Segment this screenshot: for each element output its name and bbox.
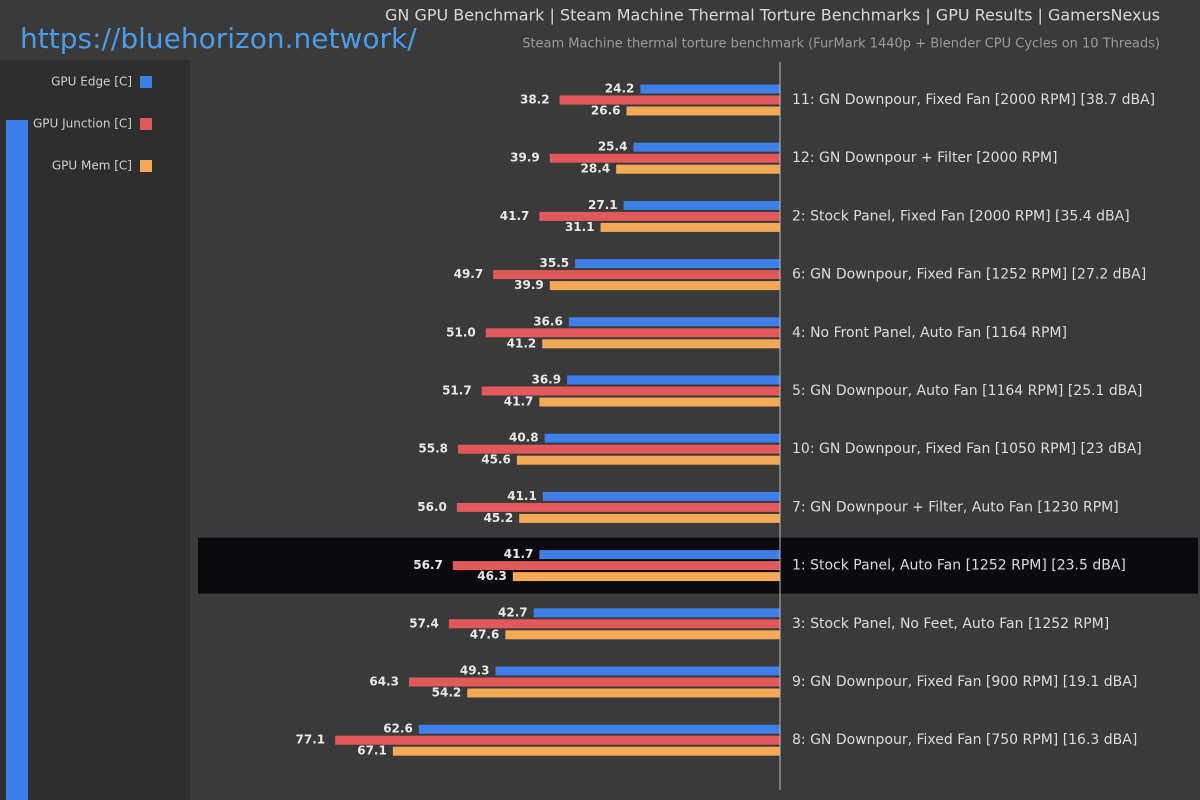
value-label: 47.6 bbox=[470, 627, 500, 641]
value-label: 67.1 bbox=[357, 744, 387, 758]
bar bbox=[335, 735, 780, 745]
value-label: 39.9 bbox=[510, 151, 540, 165]
side-bar bbox=[6, 120, 28, 800]
value-label: 38.2 bbox=[520, 93, 550, 107]
bar bbox=[495, 666, 780, 676]
bar bbox=[505, 630, 780, 640]
value-label: 62.6 bbox=[383, 722, 413, 736]
bar bbox=[481, 386, 780, 396]
chart-title: GN GPU Benchmark | Steam Machine Thermal… bbox=[385, 6, 1160, 25]
value-label: 77.1 bbox=[296, 733, 326, 747]
legend-swatch bbox=[140, 160, 152, 172]
watermark: https://bluehorizon.network/ bbox=[20, 22, 417, 55]
value-label: 24.2 bbox=[605, 82, 635, 96]
legend-label: GPU Edge [C] bbox=[51, 75, 132, 89]
bar bbox=[485, 328, 780, 338]
bar bbox=[448, 619, 780, 629]
category-label: 10: GN Downpour, Fixed Fan [1050 RPM] [2… bbox=[792, 441, 1142, 457]
bar bbox=[452, 561, 780, 571]
value-label: 46.3 bbox=[477, 569, 507, 583]
bar bbox=[533, 608, 780, 618]
value-label: 51.0 bbox=[446, 325, 476, 339]
category-label: 6: GN Downpour, Fixed Fan [1252 RPM] [27… bbox=[792, 267, 1146, 283]
value-label: 51.7 bbox=[442, 384, 472, 398]
bar bbox=[616, 164, 780, 174]
legend-label: GPU Junction [C] bbox=[33, 117, 132, 131]
value-label: 39.9 bbox=[514, 278, 544, 292]
category-label: 8: GN Downpour, Fixed Fan [750 RPM] [16.… bbox=[792, 732, 1137, 748]
value-label: 57.4 bbox=[409, 616, 439, 630]
legend-swatch bbox=[140, 76, 152, 88]
category-label: 4: No Front Panel, Auto Fan [1164 RPM] bbox=[792, 325, 1067, 341]
category-label: 2: Stock Panel, Fixed Fan [2000 RPM] [35… bbox=[792, 208, 1130, 224]
bar bbox=[512, 572, 780, 582]
category-label: 12: GN Downpour + Filter [2000 RPM] bbox=[792, 150, 1058, 166]
legend-swatch bbox=[140, 118, 152, 130]
bar bbox=[549, 153, 780, 163]
bar bbox=[539, 397, 780, 407]
value-label: 42.7 bbox=[498, 605, 528, 619]
category-label: 3: Stock Panel, No Feet, Auto Fan [1252 … bbox=[792, 616, 1109, 632]
bar bbox=[408, 677, 780, 687]
bar bbox=[542, 339, 780, 349]
bar bbox=[600, 222, 780, 232]
category-label: 1: Stock Panel, Auto Fan [1252 RPM] [23.… bbox=[792, 558, 1126, 574]
value-label: 26.6 bbox=[591, 104, 621, 118]
bar bbox=[626, 106, 780, 116]
value-label: 49.3 bbox=[460, 664, 490, 678]
value-label: 35.5 bbox=[540, 256, 570, 270]
value-label: 27.1 bbox=[588, 198, 618, 212]
bar bbox=[467, 688, 780, 698]
bar bbox=[559, 95, 780, 105]
value-label: 31.1 bbox=[565, 220, 595, 234]
bar bbox=[456, 502, 780, 512]
value-label: 54.2 bbox=[432, 686, 462, 700]
value-label: 55.8 bbox=[418, 442, 448, 456]
bar bbox=[549, 281, 780, 291]
bar bbox=[567, 375, 780, 385]
bar bbox=[392, 746, 780, 756]
chart-subtitle: Steam Machine thermal torture benchmark … bbox=[522, 37, 1160, 52]
value-label: 40.8 bbox=[509, 431, 539, 445]
bar bbox=[544, 433, 780, 443]
value-label: 56.7 bbox=[413, 558, 443, 572]
bar bbox=[575, 259, 780, 269]
category-label: 11: GN Downpour, Fixed Fan [2000 RPM] [3… bbox=[792, 92, 1155, 108]
value-label: 41.2 bbox=[507, 336, 537, 350]
bar bbox=[568, 317, 780, 327]
legend-label: GPU Mem [C] bbox=[52, 159, 132, 173]
value-label: 41.1 bbox=[507, 489, 537, 503]
bar bbox=[539, 550, 780, 560]
value-label: 45.6 bbox=[481, 453, 511, 467]
value-label: 56.0 bbox=[417, 500, 447, 514]
value-label: 49.7 bbox=[454, 267, 484, 281]
value-label: 28.4 bbox=[581, 162, 611, 176]
category-label: 7: GN Downpour + Filter, Auto Fan [1230 … bbox=[792, 499, 1119, 515]
value-label: 25.4 bbox=[598, 140, 628, 154]
value-label: 41.7 bbox=[504, 395, 534, 409]
bar bbox=[458, 444, 780, 454]
bar bbox=[519, 513, 780, 523]
bar bbox=[418, 724, 780, 734]
bar bbox=[623, 200, 780, 210]
value-label: 36.9 bbox=[531, 373, 561, 387]
bar bbox=[516, 455, 780, 465]
value-label: 41.7 bbox=[500, 209, 530, 223]
bar bbox=[542, 491, 780, 501]
value-label: 45.2 bbox=[484, 511, 514, 525]
category-label: 5: GN Downpour, Auto Fan [1164 RPM] [25.… bbox=[792, 383, 1142, 399]
bar bbox=[539, 211, 780, 221]
bar bbox=[493, 270, 780, 280]
bar bbox=[633, 142, 780, 152]
value-label: 36.6 bbox=[533, 314, 563, 328]
legend-panel bbox=[0, 60, 190, 800]
category-label: 9: GN Downpour, Fixed Fan [900 RPM] [19.… bbox=[792, 674, 1137, 690]
value-label: 64.3 bbox=[369, 675, 399, 689]
value-label: 41.7 bbox=[504, 547, 534, 561]
bar bbox=[640, 84, 780, 94]
